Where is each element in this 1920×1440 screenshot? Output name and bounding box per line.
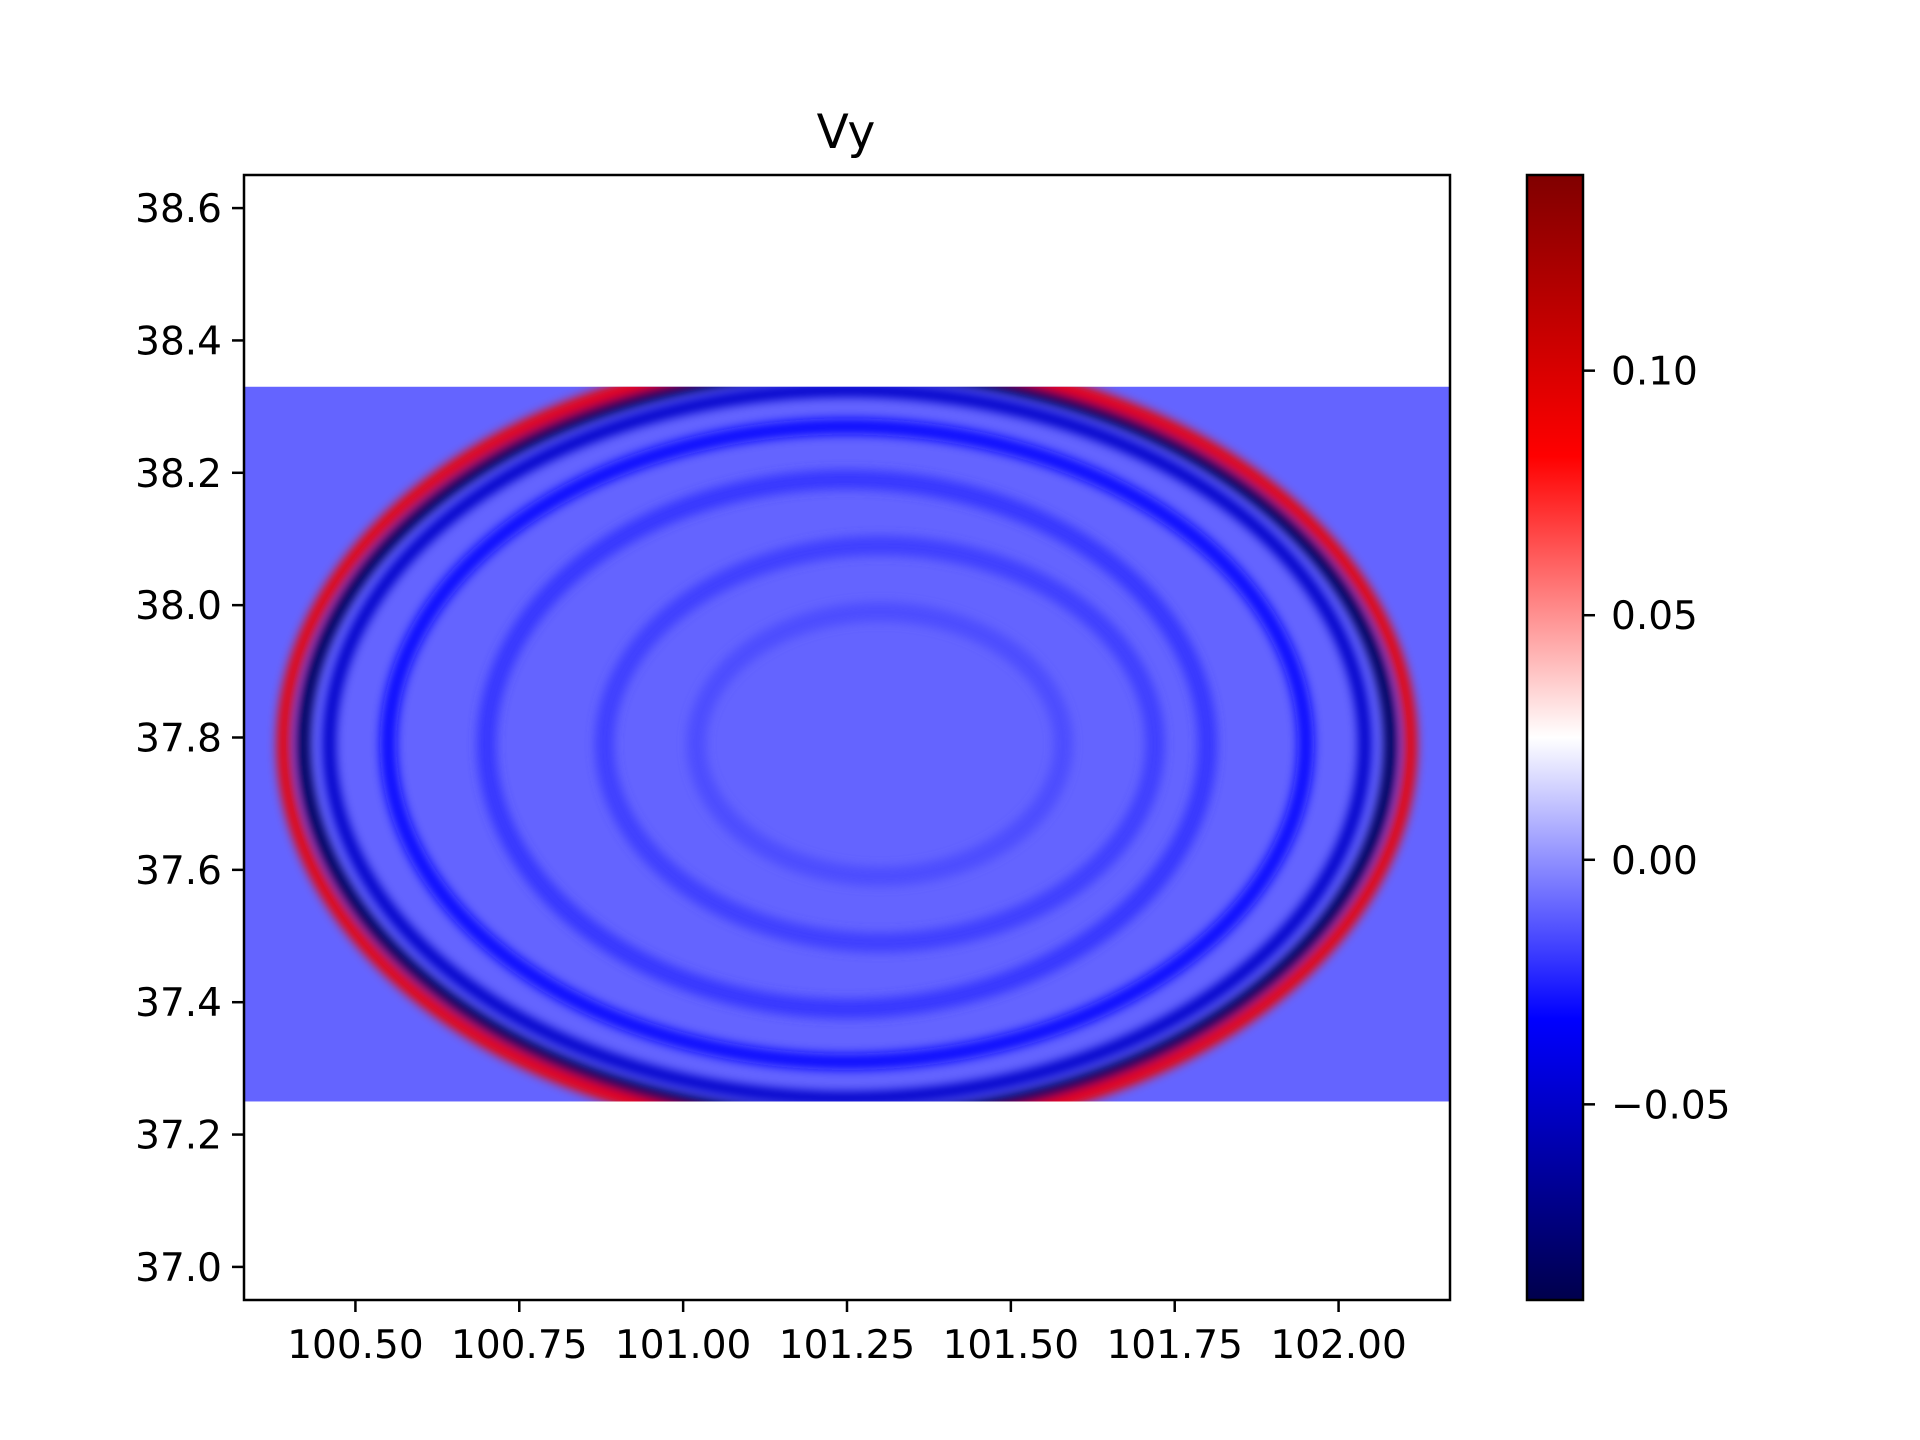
y-tick-label: 38.4 bbox=[135, 319, 222, 364]
y-tick-label: 38.0 bbox=[135, 584, 222, 629]
wavefront bbox=[594, 535, 1165, 953]
colorbar-ticks: 0.10 0.05 0.00 −0.05 bbox=[1583, 350, 1731, 1128]
x-tick-label: 101.75 bbox=[1106, 1323, 1242, 1368]
x-axis: 100.50 100.75 101.00 101.25 101.50 101.75 102.… bbox=[287, 1300, 1407, 1368]
field-background bbox=[244, 386, 1450, 1102]
vy-field bbox=[244, 386, 1450, 1102]
wavefront bbox=[276, 386, 1418, 1102]
chart-title: Vy bbox=[817, 105, 876, 160]
wavefront-rings bbox=[276, 386, 1418, 1102]
y-tick-label: 37.2 bbox=[135, 1114, 222, 1159]
y-tick-label: 37.6 bbox=[135, 849, 222, 894]
colorbar: 0.10 0.05 0.00 −0.05 bbox=[1525, 173, 1731, 1302]
colorbar-frame bbox=[1525, 173, 1585, 1302]
y-axis: 38.6 38.4 38.2 38.0 37.8 37.6 37.4 37.2 37.0 bbox=[135, 187, 244, 1291]
y-tick-label: 37.4 bbox=[135, 981, 222, 1026]
wavefront bbox=[322, 386, 1372, 1102]
colorbar-tick-label: 0.05 bbox=[1611, 594, 1698, 639]
x-tick-label: 101.00 bbox=[615, 1323, 751, 1368]
x-tick-label: 101.50 bbox=[943, 1323, 1079, 1368]
x-tick-label: 101.25 bbox=[779, 1323, 915, 1368]
wavefront bbox=[295, 386, 1399, 1102]
x-tick-label: 100.75 bbox=[451, 1323, 587, 1368]
y-tick-label: 38.6 bbox=[135, 187, 222, 232]
y-tick-label: 38.2 bbox=[135, 452, 222, 497]
colorbar-tick-label: 0.00 bbox=[1611, 839, 1698, 884]
colorbar-tick-label: 0.10 bbox=[1611, 350, 1698, 395]
wavefront bbox=[686, 601, 1074, 887]
x-tick-label: 102.00 bbox=[1270, 1323, 1406, 1368]
wavefront bbox=[476, 469, 1218, 1019]
plot-area bbox=[242, 173, 1452, 1302]
colorbar-tick-label: −0.05 bbox=[1611, 1083, 1731, 1128]
y-tick-label: 37.8 bbox=[135, 717, 222, 762]
colorbar-gradient bbox=[1527, 175, 1583, 1300]
y-tick-label: 37.0 bbox=[135, 1246, 222, 1291]
x-tick-label: 100.50 bbox=[287, 1323, 423, 1368]
wavefront bbox=[380, 418, 1314, 1070]
